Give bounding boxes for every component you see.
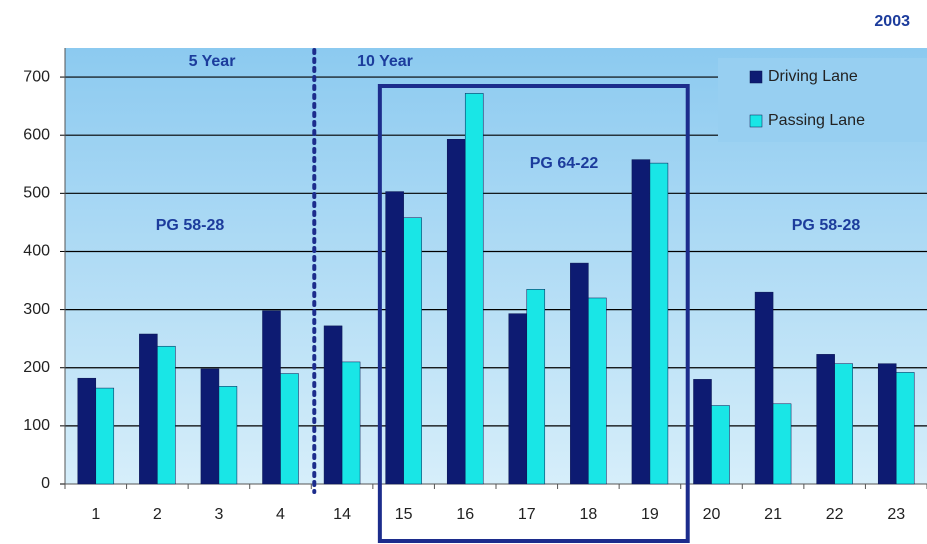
x-tick-label: 1 (91, 506, 100, 523)
x-tick-label: 18 (579, 506, 597, 523)
bar (403, 217, 422, 485)
x-tick-label: 19 (641, 506, 659, 523)
bar (570, 262, 589, 485)
legend-swatch (749, 70, 763, 84)
bar (754, 291, 774, 485)
y-tick-label: 100 (23, 417, 50, 434)
legend-label: Passing Lane (768, 112, 865, 129)
x-tick-label: 20 (703, 506, 721, 523)
annotation: 2003 (874, 13, 910, 30)
bar (711, 405, 730, 485)
bar (95, 387, 115, 485)
bar (446, 139, 466, 485)
bar (341, 361, 361, 485)
legend-swatch (749, 114, 763, 128)
x-tick-label: 17 (518, 506, 536, 523)
annotation: PG 64-22 (530, 155, 599, 172)
bar (385, 191, 404, 485)
bar (834, 363, 853, 485)
x-tick-label: 2 (153, 506, 162, 523)
y-tick-label: 200 (23, 359, 50, 376)
bar (262, 310, 281, 485)
y-tick-label: 400 (23, 243, 50, 260)
bar (526, 289, 546, 485)
x-tick-label: 4 (276, 506, 285, 523)
bar (200, 368, 220, 485)
x-tick-label: 21 (764, 506, 782, 523)
legend-label: Driving Lane (768, 68, 858, 85)
bar (280, 373, 299, 485)
annotation: 5 Year (189, 53, 236, 70)
annotation: PG 58-28 (792, 217, 861, 234)
bar (895, 372, 915, 485)
highlight-box (377, 84, 690, 543)
bar (588, 297, 607, 485)
bar (508, 313, 528, 485)
annotation: 10 Year (357, 53, 413, 70)
bar (218, 386, 238, 485)
bar (323, 325, 343, 485)
y-tick-label: 600 (23, 126, 50, 143)
x-tick-label: 22 (826, 506, 844, 523)
x-tick-label: 14 (333, 506, 351, 523)
bar (693, 379, 712, 485)
bar (816, 354, 835, 485)
bar (139, 333, 158, 485)
y-tick-label: 300 (23, 301, 50, 318)
y-tick-label: 500 (23, 185, 50, 202)
bar (772, 403, 792, 485)
bar (631, 159, 651, 485)
x-tick-label: 3 (214, 506, 223, 523)
bar (157, 345, 176, 485)
bar (877, 363, 897, 485)
y-tick-label: 700 (23, 68, 50, 85)
bar (77, 377, 97, 485)
x-tick-label: 23 (887, 506, 905, 523)
annotation: PG 58-28 (156, 217, 225, 234)
bar (649, 162, 669, 485)
bar (464, 93, 484, 485)
y-tick-label: 0 (41, 475, 50, 492)
x-tick-label: 16 (456, 506, 474, 523)
x-tick-label: 15 (395, 506, 413, 523)
